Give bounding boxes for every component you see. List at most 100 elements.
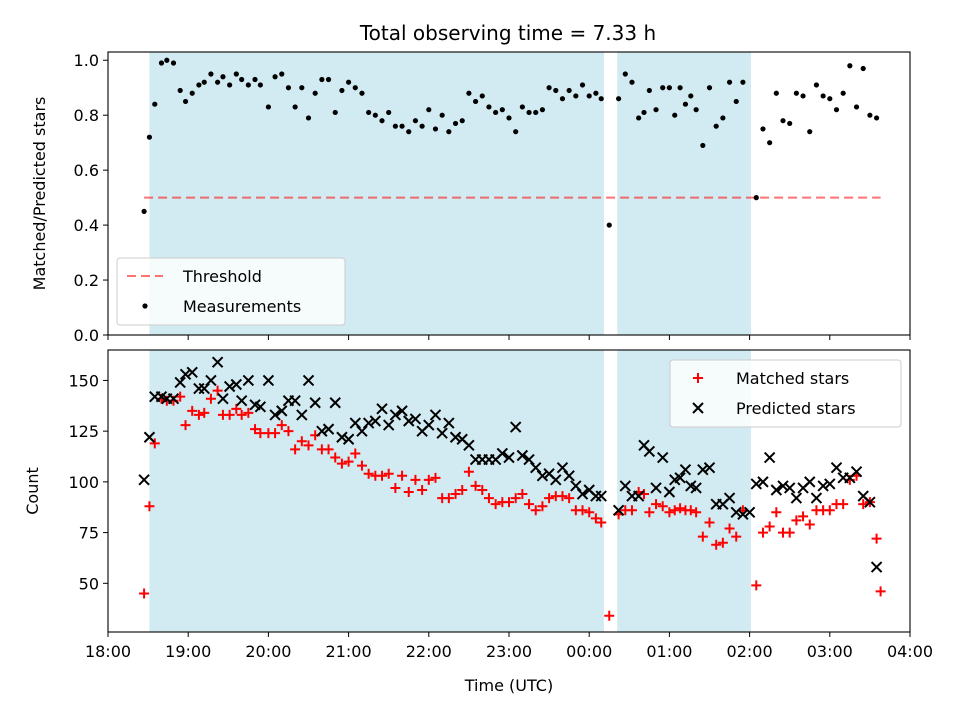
matched-stars-point — [717, 537, 728, 548]
measurement-point — [215, 79, 221, 85]
measurement-point — [706, 85, 713, 91]
measurement-point — [432, 126, 439, 132]
predicted-stars-point — [612, 504, 625, 516]
measurement-point — [733, 98, 739, 105]
predicted-stars-point — [443, 417, 455, 429]
measurement-point — [332, 109, 338, 116]
predicted-stars-point — [449, 431, 462, 443]
measurement-point — [579, 82, 586, 88]
predicted-stars-point — [296, 409, 308, 421]
predicted-stars-point — [810, 492, 823, 504]
bottom-panel: 18:00 19:00 20:00 21:00 22:00 23:00 00:00 01:00… — [23, 349, 933, 695]
measurement-point — [860, 65, 866, 72]
matched-stars-point — [350, 448, 361, 459]
predicted-stars-point — [396, 405, 408, 417]
predicted-stars-point — [703, 461, 716, 474]
measurement-point — [513, 129, 519, 135]
matched-stars-point — [691, 507, 702, 518]
legend-box — [669, 359, 902, 428]
predicted-stars-point — [289, 395, 301, 407]
matched-stars-point — [564, 493, 575, 504]
measurement-point — [787, 120, 793, 127]
legend-matched-swatch — [693, 373, 703, 383]
matched-stars-point — [283, 426, 294, 437]
measurement-point — [392, 123, 398, 129]
measurement-point — [641, 109, 647, 116]
measurement-point — [208, 71, 214, 77]
predicted-stars-point — [167, 392, 180, 405]
predicted-stars-point — [657, 451, 669, 464]
measurement-point — [227, 82, 233, 88]
predicted-stars-point — [804, 476, 816, 488]
matched-stars-point — [798, 511, 809, 522]
predicted-stars-point — [750, 478, 762, 490]
matched-stars-point — [470, 480, 481, 491]
matched-stars-point — [377, 470, 388, 481]
matched-stars-point — [751, 580, 762, 591]
predicted-stars-point — [376, 403, 388, 415]
measurement-point — [616, 96, 622, 102]
matched-stars-point — [669, 505, 680, 516]
matched-stars-point — [704, 517, 715, 528]
predicted-stars-point — [783, 482, 796, 494]
matched-stars-point — [764, 521, 775, 532]
matched-stars-point — [524, 499, 535, 510]
measurement-point — [419, 123, 425, 129]
measurement-point — [339, 87, 345, 94]
measurement-point — [636, 115, 642, 121]
measurement-point — [466, 90, 472, 96]
measurement-point — [629, 79, 635, 85]
predicted-stars-point — [436, 427, 448, 439]
measurement-point — [533, 109, 539, 116]
predicted-stars-point — [619, 480, 631, 492]
predicted-stars-point — [777, 480, 789, 492]
measurement-point — [479, 93, 485, 99]
measurement-point — [773, 90, 779, 96]
measurement-point — [158, 60, 165, 66]
measurement-point — [867, 112, 873, 118]
measurement-point — [539, 107, 546, 113]
measurement-point — [598, 96, 604, 102]
measurement-point — [666, 85, 673, 91]
measurement-point — [493, 109, 499, 116]
y-tick-label: 0.0 — [74, 326, 99, 345]
predicted-stars-point — [329, 397, 341, 409]
predicted-stars-point — [403, 415, 415, 427]
measurement-point — [740, 79, 746, 85]
predicted-stars-point — [186, 366, 198, 379]
measurement-point — [559, 96, 566, 102]
measurement-point — [346, 79, 352, 85]
axes-frame — [107, 349, 911, 633]
measurement-point — [406, 129, 412, 135]
predicted-stars-point — [174, 376, 186, 389]
measurement-point — [726, 79, 733, 85]
matched-stars-point — [430, 472, 441, 483]
matched-stars-point — [443, 493, 454, 504]
matched-stars-point — [410, 474, 421, 485]
measurement-point — [439, 112, 445, 118]
legend-label: Measurements — [183, 297, 301, 316]
measurement-point — [519, 104, 525, 110]
matched-stars-point — [504, 497, 514, 508]
matched-stars-point — [390, 482, 401, 493]
x-tick-label: 21:00 — [326, 642, 372, 661]
predicted-stars-point — [663, 486, 676, 498]
predicted-stars-point — [530, 461, 542, 474]
predicted-stars-point — [429, 409, 442, 421]
matched-stars-point — [757, 527, 768, 538]
measurement-point — [265, 104, 271, 110]
matched-stars-point — [270, 428, 281, 439]
predicted-stars-point — [205, 374, 217, 387]
x-tick-label: 19:00 — [165, 642, 211, 661]
matched-stars-point — [537, 501, 548, 512]
predicted-stars-point — [536, 470, 549, 482]
measurement-point — [713, 123, 719, 129]
predicted-stars-point — [650, 482, 662, 494]
y-axis-label: Count — [23, 467, 42, 515]
matched-stars-point — [205, 393, 216, 404]
measurement-point — [622, 71, 628, 77]
predicted-stars-point — [790, 492, 803, 504]
predicted-stars-point — [830, 461, 843, 474]
measurement-point — [760, 126, 766, 132]
